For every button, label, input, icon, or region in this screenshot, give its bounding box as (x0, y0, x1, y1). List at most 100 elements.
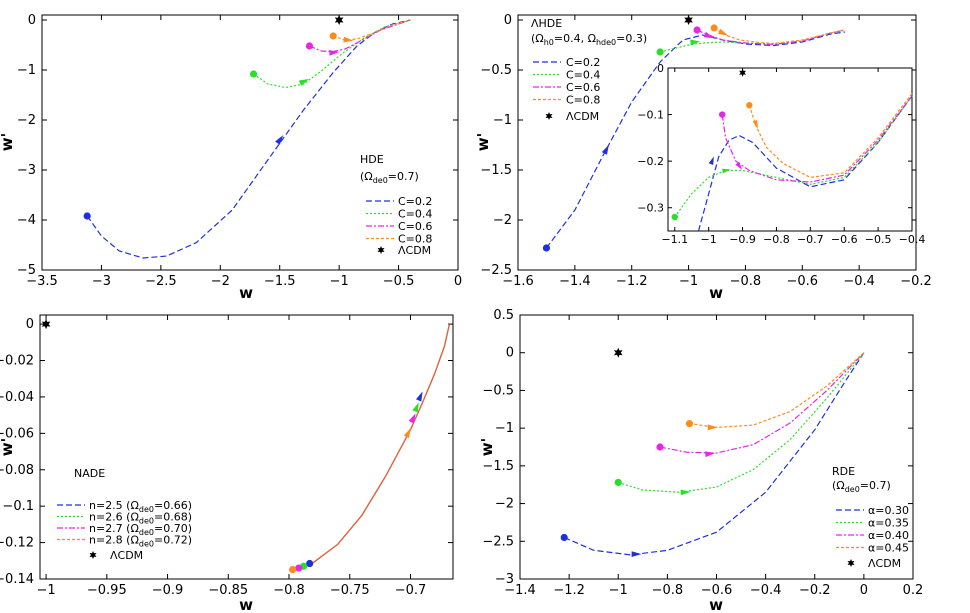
legend-label-1: C=0.4 (398, 208, 432, 221)
inset-series-arrow-2 (735, 161, 743, 170)
plot-frame (517, 14, 917, 271)
x-tick-label: −1 (609, 583, 628, 598)
y-tick-label: −0.02 (0, 354, 34, 369)
series-start-point-2 (295, 564, 303, 572)
x-tick-label: −2 (211, 274, 230, 289)
y-tick-label: −1.5 (480, 163, 512, 178)
series-line-3 (713, 27, 846, 45)
series-start-point-2 (656, 443, 664, 451)
legend-label-3: n=2.8 (Ωde0=0.72) (89, 534, 192, 549)
y-tick-label: 0 (26, 317, 34, 332)
legend-label-2: α=0.40 (868, 529, 909, 542)
plot-frame (667, 67, 913, 232)
y-tick-label: −0.04 (0, 390, 34, 405)
series-line-0 (86, 19, 411, 259)
chart-hde: −3.5 −3 −2.5 −2 −1.5 −1 −0.5 0 −5 −4 −3 −2 −1 0 w w' HDE… (0, 13, 462, 302)
series-line-3 (333, 19, 411, 41)
y-tick-label: 0 (504, 13, 512, 28)
series-arrow-0 (275, 135, 284, 145)
plot-frame (39, 314, 454, 580)
y-tick-label: 0 (657, 62, 664, 75)
legend-lcdm-star (377, 246, 385, 254)
legend-label-0: C=0.2 (398, 195, 432, 208)
y-tick-label: −0.08 (0, 463, 34, 478)
legend-label-3: C=0.8 (398, 233, 432, 246)
x-tick-label: −0.75 (330, 583, 370, 598)
series-start-point-0 (560, 533, 568, 542)
x-tick-label: −0.9 (152, 583, 184, 598)
x-tick-label: −1.2 (616, 274, 648, 289)
x-tick-label: −0.85 (208, 583, 248, 598)
legend-lcdm-star (89, 551, 97, 559)
series-start-point-0 (306, 559, 314, 568)
legend-label-0: α=0.30 (868, 504, 909, 517)
series-start-point-3 (685, 420, 694, 428)
y-tick-label: −0.1 (2, 499, 34, 514)
x-tick-label: −1.5 (264, 274, 296, 289)
series-line-3 (689, 352, 865, 429)
series-start-point-2 (693, 26, 701, 34)
legend-label-2: n=2.7 (Ωde0=0.70) (89, 522, 192, 537)
series-arrow-3 (707, 424, 718, 431)
x-axis-label: w (239, 596, 253, 613)
y-axis-label: w' (0, 438, 16, 456)
series-line-0 (545, 31, 845, 249)
series-line-0 (563, 352, 865, 556)
y-tick-label: 0 (28, 13, 36, 28)
y-tick-label: −1 (17, 63, 36, 78)
y-tick-label: −4 (17, 213, 36, 228)
legend-label-2: C=0.6 (566, 81, 600, 94)
panel-title: ΛHDE (531, 17, 562, 30)
x-tick-label: −3 (92, 274, 111, 289)
y-tick-label: −0.5 (480, 63, 512, 78)
x-axis-label: w (239, 284, 253, 302)
inset-series-arrow-0 (708, 156, 714, 165)
panel-subtitle: (Ωh0=0.4, Ωhde0=0.3) (531, 32, 647, 47)
series-arrow-0 (631, 551, 642, 557)
series-start-point-2 (305, 42, 314, 50)
inset-series-start-1 (671, 213, 678, 221)
panel-title: NADE (74, 467, 105, 480)
y-axis-label: w' (0, 133, 16, 151)
series-arrow-0 (601, 144, 609, 155)
x-tick-label: −1 (330, 274, 349, 289)
y-axis-label: w' (478, 438, 496, 456)
legend-label-3: C=0.8 (566, 94, 600, 107)
panel-title: HDE (360, 153, 384, 166)
x-tick-label: −0.5 (865, 233, 892, 246)
x-tick-label: −1.4 (504, 583, 536, 598)
legend: RDE(Ωde0=0.7) α=0.30α=0.35α=0.40α=0.45 ΛCD… (832, 465, 909, 570)
x-tick-label: −1.2 (553, 583, 585, 598)
x-tick-label: 0 (454, 274, 462, 289)
inset-series-arrow-3 (752, 120, 758, 129)
series-arrow-0 (416, 391, 423, 402)
x-tick-label: −0.8 (763, 233, 790, 246)
y-tick-label: −0.1 (637, 109, 664, 122)
series-arrow-1 (680, 489, 691, 496)
y-tick-label: −0.14 (0, 572, 34, 587)
y-tick-label: −2.5 (480, 263, 512, 278)
x-tick-label: −1.1 (661, 233, 688, 246)
y-tick-label: −2 (495, 497, 514, 512)
y-tick-label: −2.5 (482, 534, 514, 549)
chart-rde: −1.4 −1.2 −1 −0.8 −0.6 −0.4 −0.2 0 0.2 −3 −2.5 −2 −1… (478, 308, 923, 613)
x-tick-label: 0.2 (903, 583, 924, 598)
x-tick-label: −1 (679, 274, 698, 289)
y-tick-label: 0 (506, 346, 514, 361)
legend-label-0: n=2.5 (Ωde0=0.66) (89, 499, 192, 514)
inset-series-line-3 (748, 93, 913, 179)
series-arrow-2 (703, 31, 715, 39)
legend-label-1: α=0.35 (868, 517, 909, 530)
x-tick-label: −0.7 (797, 233, 824, 246)
series-arrow-1 (412, 402, 419, 413)
y-tick-label: −2 (17, 113, 36, 128)
x-tick-label: −0.8 (273, 583, 305, 598)
series-start-point-1 (656, 48, 664, 56)
y-tick-label: −3 (17, 163, 36, 178)
plot-frame (519, 314, 914, 580)
lcdm-star (41, 319, 51, 330)
legend-label-1: C=0.4 (566, 69, 600, 82)
inset-series-line-0 (697, 95, 913, 232)
